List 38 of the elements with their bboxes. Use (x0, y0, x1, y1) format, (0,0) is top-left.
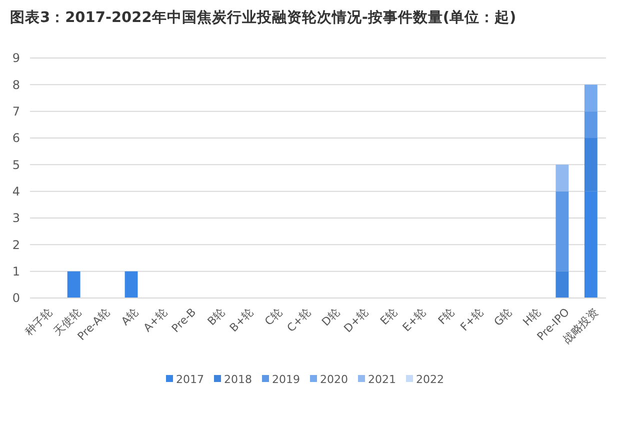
bar (67, 271, 80, 298)
y-tick-label: 4 (12, 184, 20, 199)
y-tick-label: 8 (12, 78, 20, 92)
x-tick-label: E轮 (378, 306, 400, 328)
x-tick-label: A轮 (118, 306, 142, 328)
x-tick-label: F+轮 (458, 306, 486, 334)
x-tick-label: 种子轮 (22, 306, 55, 338)
y-tick-label: 9 (12, 51, 20, 66)
bar (124, 271, 138, 298)
legend-label: 2020 (320, 372, 348, 386)
x-tick-label: A+轮 (141, 306, 170, 334)
x-tick-label: D轮 (319, 306, 342, 329)
y-tick-label: 2 (12, 238, 20, 252)
y-tick-label: 0 (12, 291, 20, 306)
legend-label: 2022 (416, 372, 444, 386)
y-tick-label: 1 (12, 264, 20, 279)
x-tick-label: B轮 (204, 306, 228, 328)
legend-label: 2021 (368, 372, 396, 386)
y-tick-label: 3 (12, 211, 20, 226)
x-tick-label: E+轮 (400, 306, 428, 334)
y-tick-label: 7 (12, 104, 20, 119)
y-tick-label: 5 (12, 158, 20, 172)
x-tick-label: B+轮 (227, 306, 256, 334)
bar (584, 111, 598, 138)
legend-label: 2019 (272, 372, 300, 386)
x-tick-label: F轮 (436, 306, 458, 328)
x-tick-label: C轮 (262, 306, 285, 328)
legend-label: 2018 (224, 372, 252, 386)
x-tick-label: C+轮 (284, 306, 314, 335)
x-tick-label: D+轮 (341, 306, 371, 336)
chart-title: 图表3：2017-2022年中国焦炭行业投融资轮次情况-按事件数量(单位：起) (10, 9, 516, 26)
x-tick-label: G轮 (492, 306, 515, 329)
y-tick-label: 6 (12, 131, 20, 146)
bar (556, 164, 569, 192)
bar (556, 271, 569, 298)
bar (556, 191, 569, 272)
legend-label: 2017 (176, 372, 204, 386)
bar (584, 84, 598, 112)
